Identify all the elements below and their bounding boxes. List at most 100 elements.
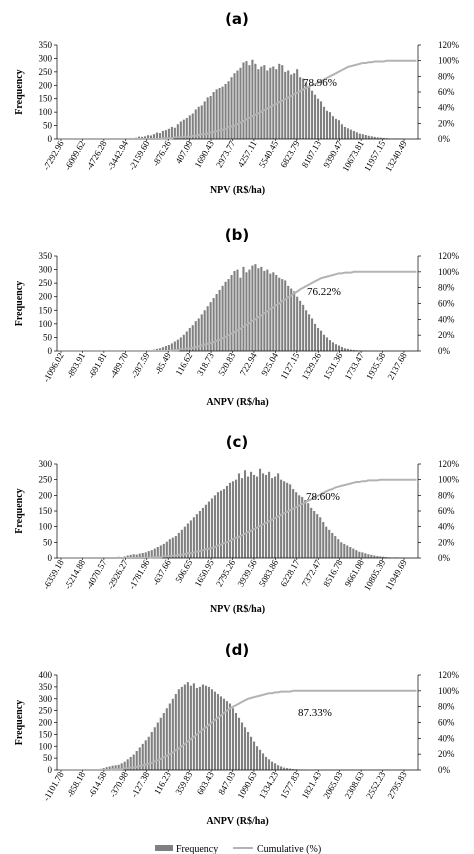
frequency-bar xyxy=(252,741,256,770)
frequency-bar xyxy=(149,135,153,139)
y-tick-label: 50 xyxy=(43,332,53,342)
legend: Frequency Cumulative (%) xyxy=(155,844,321,854)
frequency-bar xyxy=(346,545,349,558)
frequency-bar xyxy=(158,348,161,351)
frequency-bar xyxy=(165,708,168,770)
frequency-bar xyxy=(373,136,376,139)
frequency-bar xyxy=(249,471,253,558)
frequency-bar xyxy=(218,87,221,139)
frequency-bar xyxy=(355,550,358,558)
frequency-bar xyxy=(182,119,185,139)
frequency-bar xyxy=(227,81,230,139)
frequency-bar xyxy=(349,547,352,558)
frequency-bar xyxy=(141,552,144,558)
frequency-bar xyxy=(385,557,388,558)
frequency-bar xyxy=(120,763,123,770)
cumulative-line xyxy=(58,478,417,559)
frequency-bar xyxy=(221,285,224,351)
panel-label: (b) xyxy=(225,226,249,244)
x-tick-label: 9661.08 xyxy=(343,558,367,589)
y2-tick-label: 20% xyxy=(438,118,455,128)
frequency-bar xyxy=(376,556,379,558)
y-tick-label: 200 xyxy=(39,80,53,90)
y2-tick-label: 0% xyxy=(438,346,451,356)
y2-tick-label: 120% xyxy=(438,670,460,680)
legend-cumulative-label: Cumulative (%) xyxy=(257,844,321,854)
frequency-bar xyxy=(162,713,165,770)
frequency-bar xyxy=(286,768,289,770)
frequency-bar xyxy=(203,101,206,139)
y-tick-label: 0 xyxy=(48,134,53,144)
frequency-bar xyxy=(269,273,272,351)
frequency-bar xyxy=(274,763,277,770)
frequency-bar xyxy=(296,296,299,351)
frequency-bar xyxy=(198,686,201,770)
frequency-bar xyxy=(164,346,167,351)
frequency-bar xyxy=(155,132,158,139)
frequency-bar xyxy=(256,746,259,770)
y2-tick-label: 120% xyxy=(438,40,460,50)
y2-tick-label: 120% xyxy=(438,251,460,261)
frequency-bar xyxy=(204,504,207,558)
frequency-bar xyxy=(180,529,183,558)
x-tick-label: 847.03 xyxy=(216,770,237,797)
x-tick-label: 3939.56 xyxy=(235,558,259,589)
frequency-bar xyxy=(176,339,179,351)
frequency-bar xyxy=(207,686,210,770)
frequency-bar xyxy=(168,703,171,770)
panel-label: (a) xyxy=(225,10,249,28)
frequency-bar xyxy=(373,555,376,558)
y-tick-label: 350 xyxy=(39,40,53,50)
y2-tick-label: 100% xyxy=(438,686,460,696)
frequency-bar xyxy=(272,272,275,351)
cumulative-line xyxy=(58,270,417,352)
frequency-bar xyxy=(105,767,108,770)
y-tick-label: 150 xyxy=(39,506,53,516)
frequency-bar xyxy=(108,766,111,770)
frequency-bar xyxy=(161,130,164,139)
frequency-bar xyxy=(257,69,260,139)
frequency-bar xyxy=(343,348,346,351)
frequency-bar xyxy=(385,138,388,139)
frequency-bar xyxy=(269,67,272,139)
frequency-bar xyxy=(228,482,232,558)
frequency-bar xyxy=(168,539,171,558)
frequency-bar xyxy=(254,63,257,139)
y2-tick-label: 60% xyxy=(438,506,455,516)
frequency-bar xyxy=(254,264,257,351)
x-tick-label: -489.70 xyxy=(108,351,131,380)
x-tick-label: 2795.83 xyxy=(385,770,409,801)
x-tick-label: 7372.47 xyxy=(300,558,324,589)
frequency-bar xyxy=(382,556,385,558)
y2-tick-label: 100% xyxy=(438,475,460,485)
frequency-bar xyxy=(207,501,210,558)
frequency-bar xyxy=(219,696,223,770)
frequency-bar xyxy=(304,500,307,558)
x-tick-label: 8107.13 xyxy=(300,139,324,170)
frequency-bar xyxy=(135,554,138,558)
x-tick-label: 13240.49 xyxy=(383,139,409,174)
frequency-bar xyxy=(275,275,278,351)
y-tick-label: 0 xyxy=(48,553,53,563)
x-tick-label: 2065.03 xyxy=(321,770,345,801)
frequency-bar xyxy=(364,553,367,558)
frequency-bar xyxy=(262,473,265,558)
legend-frequency-label: Frequency xyxy=(176,844,218,854)
x-tick-label: 1329.26 xyxy=(300,351,324,382)
frequency-bar xyxy=(379,137,382,139)
panel-b: (b) 0 50 100 150 200 250 300 350 0% 20% 40% 60% 80% 10… xyxy=(14,226,460,408)
frequency-bar xyxy=(302,78,305,139)
frequency-bar xyxy=(200,105,203,139)
frequency-bar xyxy=(298,495,301,558)
frequency-bar xyxy=(295,492,298,558)
frequency-bar xyxy=(260,266,263,351)
cumulative-line xyxy=(58,689,417,771)
frequency-bar xyxy=(289,484,292,558)
y2-tick-label: 40% xyxy=(438,103,455,113)
y-tick-label: 250 xyxy=(39,278,53,288)
frequency-bar xyxy=(174,536,177,558)
x-tick-label: 8516.78 xyxy=(321,558,345,589)
y-axis-title: Frequency xyxy=(14,281,25,326)
frequency-bar xyxy=(186,682,189,770)
